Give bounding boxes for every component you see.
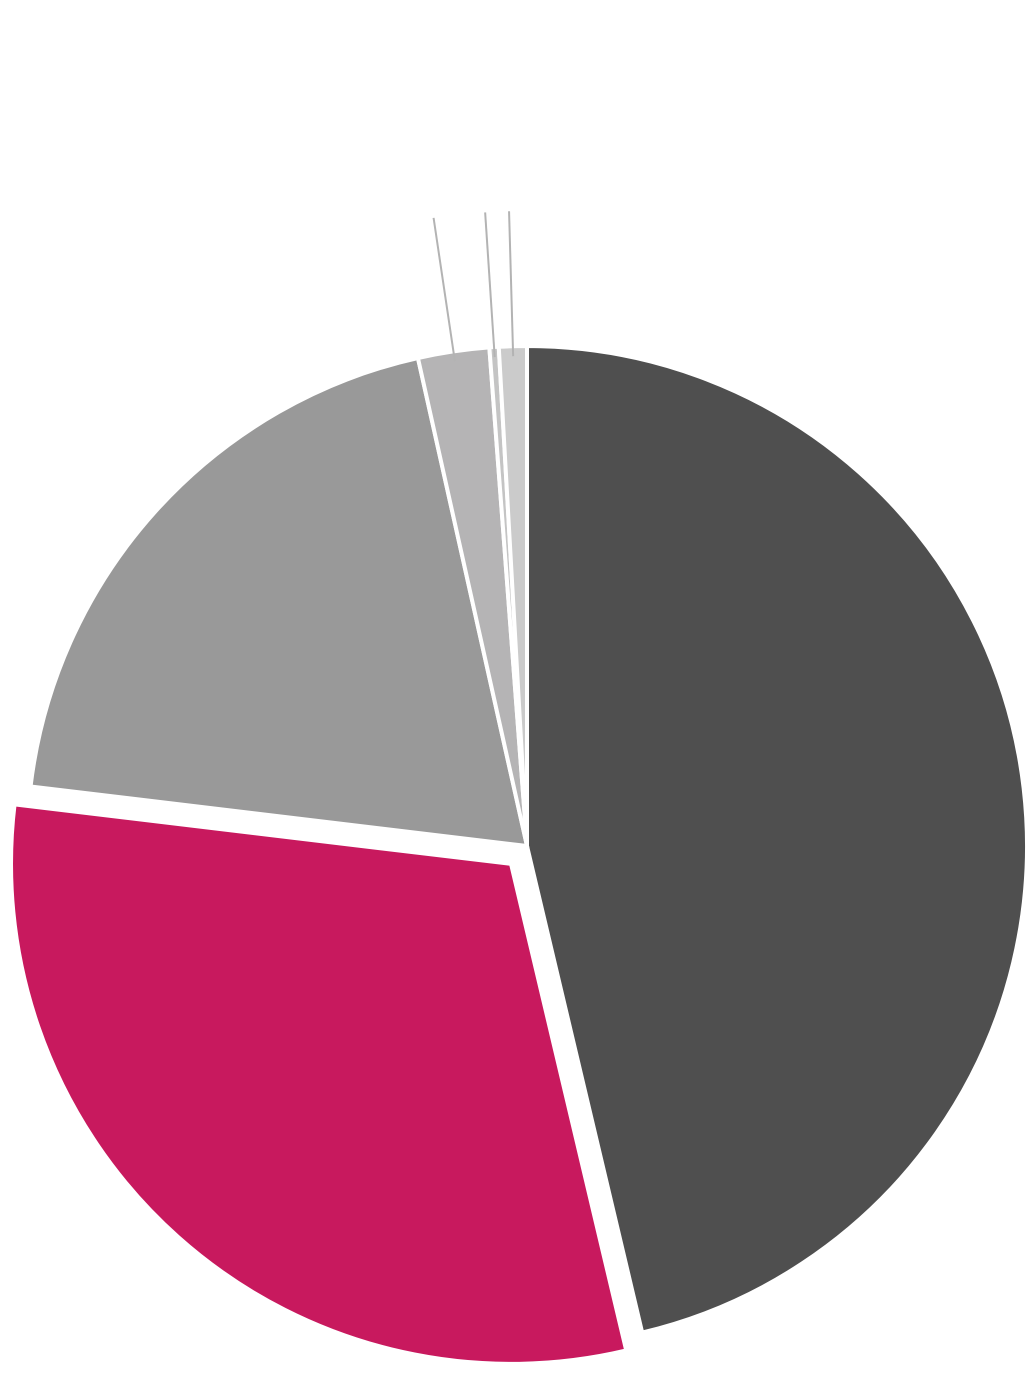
pie-slices [9,343,1029,1366]
pie-slice-1 [525,343,1029,1335]
pie-slice-3 [28,355,530,849]
pie-slice-2 [9,802,629,1366]
leader-line-4 [432,217,456,362]
leader-line-6 [508,211,515,357]
leader-lines [432,211,515,362]
leader-line-5 [484,212,496,358]
